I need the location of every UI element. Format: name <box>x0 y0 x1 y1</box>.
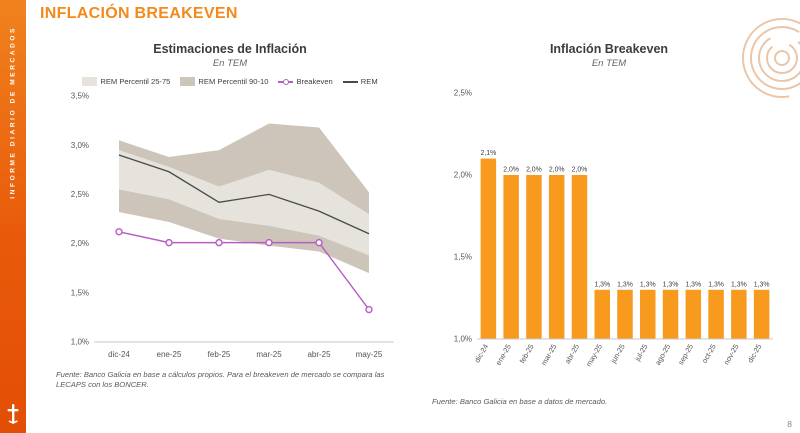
page-number: 8 <box>787 419 792 429</box>
svg-text:abr-25: abr-25 <box>307 350 331 359</box>
sidebar: INFORME DIARIO DE MERCADOS <box>0 0 26 433</box>
inflation-estimates-line-chart: 1,0% 1,5% 2,0% 2,5% 3,0% 3,5% dic-24 ene-25 feb-… <box>71 92 394 359</box>
svg-text:2,0%: 2,0% <box>71 239 89 248</box>
svg-text:1,5%: 1,5% <box>454 253 472 262</box>
svg-text:3,5%: 3,5% <box>71 92 89 101</box>
svg-text:1,3%: 1,3% <box>594 281 610 288</box>
legend-item: REM Percentil 25-75 <box>82 77 170 86</box>
right-chart-source: Fuente: Banco Galicia en base a datos de… <box>432 397 608 406</box>
svg-text:1,3%: 1,3% <box>731 281 747 288</box>
legend-line-swatch <box>342 80 358 83</box>
svg-text:may-25: may-25 <box>584 343 604 369</box>
svg-text:2,0%: 2,0% <box>572 167 588 174</box>
legend-label: REM Percentil 25-75 <box>100 77 171 86</box>
svg-text:feb-25: feb-25 <box>518 343 536 365</box>
legend-item: REM Percentil 90-10 <box>180 77 268 86</box>
legend-item: REM <box>342 77 378 86</box>
svg-text:1,3%: 1,3% <box>754 281 770 288</box>
svg-text:ene-25: ene-25 <box>157 350 182 359</box>
svg-text:2,5%: 2,5% <box>454 89 472 98</box>
svg-text:2,0%: 2,0% <box>454 171 472 180</box>
svg-text:1,3%: 1,3% <box>708 281 724 288</box>
svg-text:may-25: may-25 <box>356 350 383 359</box>
right-chart-subtitle: En TEM <box>591 58 627 69</box>
svg-text:dic-24: dic-24 <box>108 350 130 359</box>
svg-text:2,0%: 2,0% <box>503 167 519 174</box>
svg-text:sep-25: sep-25 <box>676 343 695 367</box>
svg-text:nov-25: nov-25 <box>722 343 741 367</box>
left-chart-subtitle: En TEM <box>212 58 248 69</box>
svg-text:mar-25: mar-25 <box>256 350 282 359</box>
svg-text:1,0%: 1,0% <box>71 338 89 347</box>
svg-text:1,3%: 1,3% <box>640 281 656 288</box>
legend-band-swatch <box>180 77 196 86</box>
svg-text:dic-25: dic-25 <box>746 343 764 365</box>
svg-text:2,1%: 2,1% <box>481 150 497 157</box>
svg-text:3,0%: 3,0% <box>71 141 89 150</box>
svg-text:2,0%: 2,0% <box>526 167 542 174</box>
svg-text:1,3%: 1,3% <box>663 281 679 288</box>
svg-text:dic-24: dic-24 <box>472 343 490 365</box>
svg-text:2,5%: 2,5% <box>71 190 89 199</box>
svg-text:2,0%: 2,0% <box>549 167 565 174</box>
svg-text:oct-25: oct-25 <box>700 343 718 365</box>
right-chart-panel: Inflación Breakeven En TEM 2,1% 2,0% 2,0% 2… <box>426 32 792 407</box>
svg-text:1,3%: 1,3% <box>617 281 633 288</box>
inflation-breakeven-bar-chart: 2,1% 2,0% 2,0% 2,0% 2,0% 1,3% 1,3% 1,3% 1,3% 1,3%… <box>454 89 773 369</box>
svg-text:abr-25: abr-25 <box>563 343 581 366</box>
legend-label: REM <box>360 77 378 86</box>
sidebar-vertical-title: INFORME DIARIO DE MERCADOS <box>9 26 17 199</box>
right-chart-title: Inflación Breakeven <box>549 42 669 56</box>
legend-label: REM Percentil 90-10 <box>198 77 269 86</box>
legend-item: Breakeven <box>278 77 333 86</box>
left-chart-legend: REM Percentil 25-75 REM Percentil 90-10 Br… <box>77 77 382 86</box>
left-chart-panel: Estimaciones de Inflación En TEM REM Per… <box>34 32 426 407</box>
svg-text:1,0%: 1,0% <box>454 335 472 344</box>
legend-band-swatch <box>82 77 98 86</box>
svg-text:feb-25: feb-25 <box>208 350 231 359</box>
legend-label: Breakeven <box>296 77 333 86</box>
svg-text:jun-25: jun-25 <box>608 343 626 366</box>
page-title: INFLACIÓN BREAKEVEN <box>40 5 238 22</box>
svg-text:ene-25: ene-25 <box>494 343 513 367</box>
concentric-rings-decoration <box>742 18 800 98</box>
left-chart-source: Fuente: Banco Galicia en base a cálculos… <box>56 370 385 390</box>
svg-text:1,5%: 1,5% <box>71 288 89 297</box>
svg-text:jul-25: jul-25 <box>632 343 649 364</box>
svg-text:1,3%: 1,3% <box>685 281 701 288</box>
legend-line-swatch <box>278 78 294 85</box>
svg-text:ago-25: ago-25 <box>653 343 672 367</box>
content: Estimaciones de Inflación En TEM REM Per… <box>26 32 800 407</box>
bank-logo-icon <box>7 404 19 424</box>
svg-text:mar-25: mar-25 <box>539 343 558 368</box>
left-chart-title: Estimaciones de Inflación <box>153 42 307 56</box>
